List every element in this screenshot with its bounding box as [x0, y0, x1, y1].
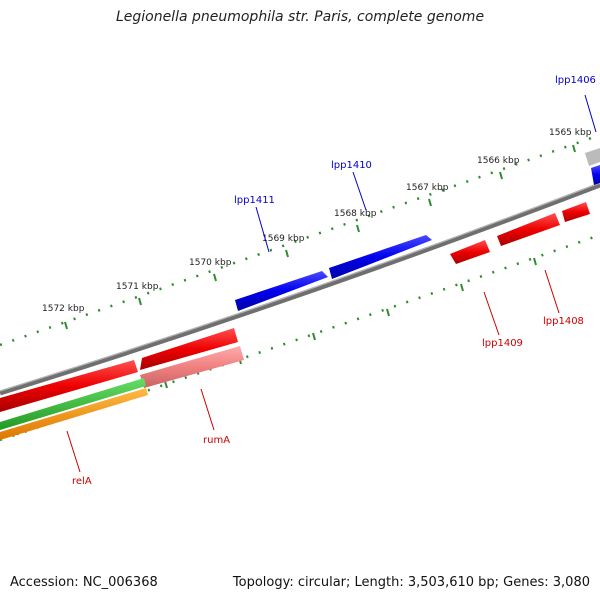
outer-major-ticks — [64, 144, 576, 330]
gene-lpp1409[interactable] — [450, 240, 490, 264]
trna-track — [0, 378, 146, 430]
tick-label: 1566 kbp — [477, 156, 520, 166]
reverse-label-leaders — [66, 269, 560, 473]
map-title: Legionella pneumophila str. Paris, compl… — [115, 9, 485, 25]
gene-lpp1406-fragment[interactable] — [591, 165, 600, 185]
backbone-highlight — [0, 182, 600, 392]
gene-lpp1408[interactable] — [497, 213, 560, 246]
gene-label-lpp1406[interactable]: lpp1406 — [555, 75, 596, 86]
gene-lpp1410[interactable] — [329, 235, 432, 279]
outer-tick-labels: 1565 kbp 1566 kbp 1567 kbp 1568 kbp 1569… — [42, 128, 592, 314]
gene-label-rumA[interactable]: rumA — [203, 435, 230, 446]
tick-label: 1568 kbp — [334, 209, 377, 219]
genome-summary-text: Topology: circular; Length: 3,503,610 bp… — [232, 575, 590, 590]
gene-label-lpp1411[interactable]: lpp1411 — [234, 195, 275, 206]
gene-red-fragment[interactable] — [562, 202, 590, 222]
forward-gene-labels: lpp1406 lpp1410 lpp1411 — [234, 75, 596, 206]
forward-label-leaders — [255, 94, 597, 253]
gene-label-lpp1410[interactable]: lpp1410 — [331, 160, 372, 171]
reverse-gene-labels: lpp1408 lpp1409 rumA relA — [72, 316, 584, 487]
tick-label: 1565 kbp — [549, 128, 592, 138]
tick-label: 1570 kbp — [189, 258, 232, 268]
gene-grey-fragment[interactable] — [585, 148, 600, 166]
gene-label-lpp1409[interactable]: lpp1409 — [482, 338, 523, 349]
gene-relA[interactable] — [0, 360, 138, 412]
tick-label: 1569 kbp — [262, 234, 305, 244]
gene-rumA[interactable] — [140, 328, 238, 370]
gene-label-lpp1408[interactable]: lpp1408 — [543, 316, 584, 327]
outer-tick-ring — [0, 133, 600, 347]
gene-pseudo[interactable] — [140, 346, 244, 388]
genome-backbone — [0, 182, 600, 396]
tick-label: 1567 kbp — [406, 183, 449, 193]
accession-text: Accession: NC_006368 — [10, 575, 158, 590]
misc-feature-track — [0, 388, 148, 440]
tick-label: 1572 kbp — [42, 304, 85, 314]
gene-label-relA[interactable]: relA — [72, 476, 92, 487]
tick-label: 1571 kbp — [116, 282, 159, 292]
gene-lpp1411[interactable] — [235, 271, 328, 311]
